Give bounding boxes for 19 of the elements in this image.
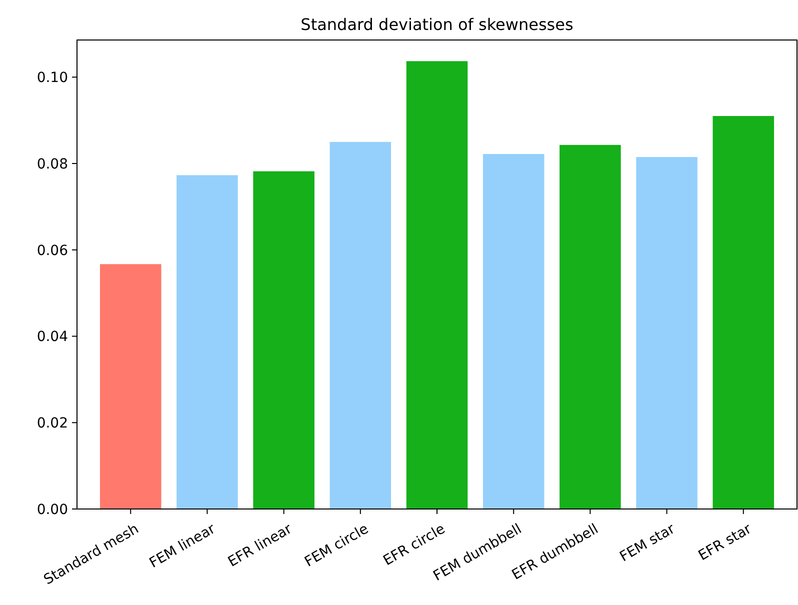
bar [482,154,544,509]
bar [560,144,621,509]
y-tick-label: 0.04 [36,329,68,346]
x-tick-label: EFR star [696,520,754,564]
x-tick-label: FEM star [617,520,678,566]
bar [712,116,774,509]
bar [330,142,392,509]
bar [636,157,698,509]
chart-title: Standard deviation of skewnesses [300,15,574,34]
bar [100,264,162,509]
y-tick-label: 0.10 [36,70,68,86]
bar [253,171,314,509]
y-tick-label: 0.08 [36,156,68,172]
x-tick-label: FEM circle [302,521,372,570]
y-tick-label: 0.00 [36,502,68,518]
y-tick-label: 0.02 [36,416,68,432]
bar [406,61,468,509]
bar [176,175,238,509]
y-tick-label: 0.06 [36,242,68,259]
